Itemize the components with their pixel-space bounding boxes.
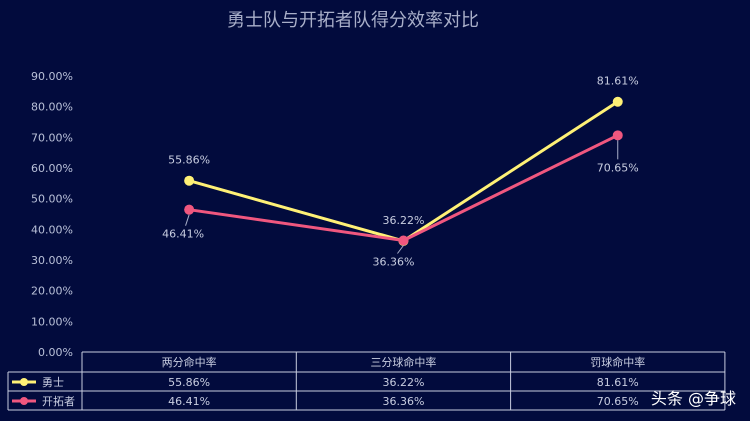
y-tick-label: 60.00% — [31, 162, 73, 175]
y-tick-label: 80.00% — [31, 101, 73, 114]
data-label: 46.41% — [162, 228, 204, 241]
y-tick-label: 20.00% — [31, 285, 73, 298]
table-header-cell: 两分命中率 — [162, 355, 217, 369]
y-tick-label: 30.00% — [31, 254, 73, 267]
legend-swatch-dot — [20, 397, 28, 405]
data-label: 36.36% — [372, 255, 414, 268]
y-tick-label: 50.00% — [31, 193, 73, 206]
label-leader — [397, 245, 404, 254]
legend-label: 勇士 — [42, 376, 64, 389]
y-tick-label: 70.00% — [31, 131, 73, 144]
legend-swatch-dot — [20, 378, 28, 386]
table-value-cell: 70.65% — [597, 395, 639, 408]
y-tick-label: 40.00% — [31, 223, 73, 236]
legend-label: 开拓者 — [42, 394, 75, 408]
y-tick-label: 90.00% — [31, 70, 73, 83]
data-label: 36.22% — [382, 214, 424, 227]
series-lines — [184, 96, 623, 246]
table-value-cell: 36.22% — [382, 376, 424, 389]
data-point — [612, 96, 623, 107]
data-point — [184, 204, 195, 215]
table-value-cell: 55.86% — [168, 376, 210, 389]
data-label: 81.61% — [597, 75, 639, 88]
label-leader — [185, 214, 190, 226]
y-tick-label: 0.00% — [38, 346, 73, 359]
data-point — [398, 235, 409, 246]
data-label: 55.86% — [168, 154, 210, 167]
table-value-cell: 46.41% — [168, 395, 210, 408]
data-point — [184, 175, 195, 186]
table-header-cell: 罚球命中率 — [590, 355, 645, 369]
y-tick-label: 10.00% — [31, 315, 73, 328]
watermark: 头条 @争球 — [650, 389, 736, 408]
y-axis: 0.00% 10.00% 20.00% 30.00% 40.00% 50.00% 60.00… — [31, 70, 73, 359]
data-label: 70.65% — [597, 161, 639, 174]
table-header-cell: 三分球命中率 — [370, 355, 436, 369]
table-value-cell: 81.61% — [597, 376, 639, 389]
data-labels: 55.86% 36.22% 81.61% 46.41% 36.36% 70.65% — [162, 75, 639, 269]
chart-title: 勇士队与开拓者队得分效率对比 — [227, 10, 479, 31]
data-point — [612, 130, 623, 141]
table-value-cell: 36.36% — [382, 395, 424, 408]
